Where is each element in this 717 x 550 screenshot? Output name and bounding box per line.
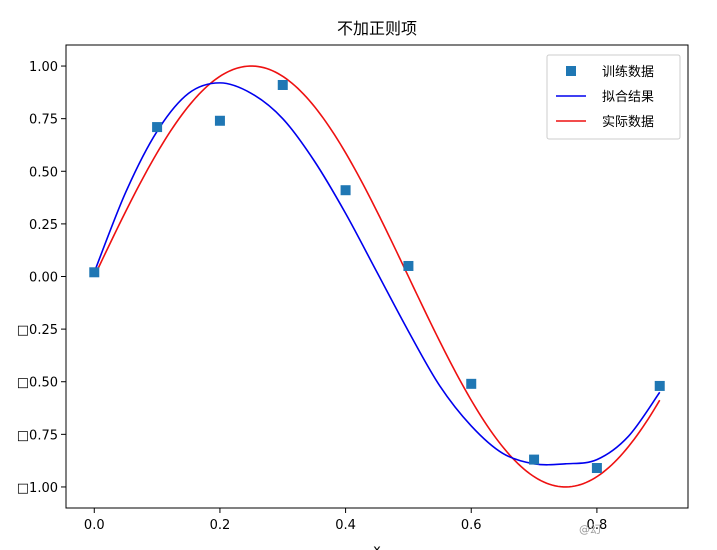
legend-label: 训练数据 — [602, 65, 654, 80]
chart-title: 不加正则项 — [337, 19, 417, 38]
training-point — [403, 260, 414, 271]
plot-area — [89, 65, 665, 488]
legend-label: 拟合结果 — [602, 90, 654, 105]
x-tick-label: 0.4 — [335, 518, 356, 533]
y-tick-label: 1.00 — [29, 60, 58, 75]
x-axis-label: x — [373, 543, 381, 550]
y-tick-label: □0.50 — [17, 376, 58, 391]
y-tick-label: □1.00 — [17, 481, 58, 496]
legend-marker-training — [566, 66, 576, 76]
training-point — [466, 378, 477, 389]
legend-box — [546, 54, 681, 140]
legend-label: 实际数据 — [602, 115, 654, 130]
y-tick-label: 0.75 — [29, 113, 58, 128]
watermark: @幻 — [579, 523, 601, 536]
training-point — [152, 122, 163, 133]
fit-result-line — [93, 82, 661, 466]
y-tick-label: □0.75 — [17, 428, 58, 443]
x-tick-label: 0.2 — [210, 518, 231, 533]
x-tick-label: 0.8 — [587, 518, 608, 533]
training-point — [89, 267, 100, 278]
training-point — [654, 380, 665, 391]
training-point — [529, 454, 540, 465]
y-tick-label: □0.25 — [17, 323, 58, 338]
x-axis: 0.0 0.2 0.4 0.6 0.8 — [84, 508, 607, 533]
training-point — [340, 185, 351, 196]
x-tick-label: 0.0 — [84, 518, 105, 533]
x-tick-label: 0.6 — [461, 518, 482, 533]
training-point — [591, 463, 602, 474]
y-axis: 1.00 0.75 0.50 0.25 0.00 □0.25 □0.50 □0.75 □1.00 — [17, 60, 66, 496]
y-tick-label: 0.50 — [29, 165, 58, 180]
actual-data-line — [93, 65, 661, 488]
y-tick-label: 0.00 — [29, 271, 58, 286]
y-tick-label: 0.25 — [29, 218, 58, 233]
training-point — [277, 79, 288, 90]
training-point — [214, 115, 225, 126]
